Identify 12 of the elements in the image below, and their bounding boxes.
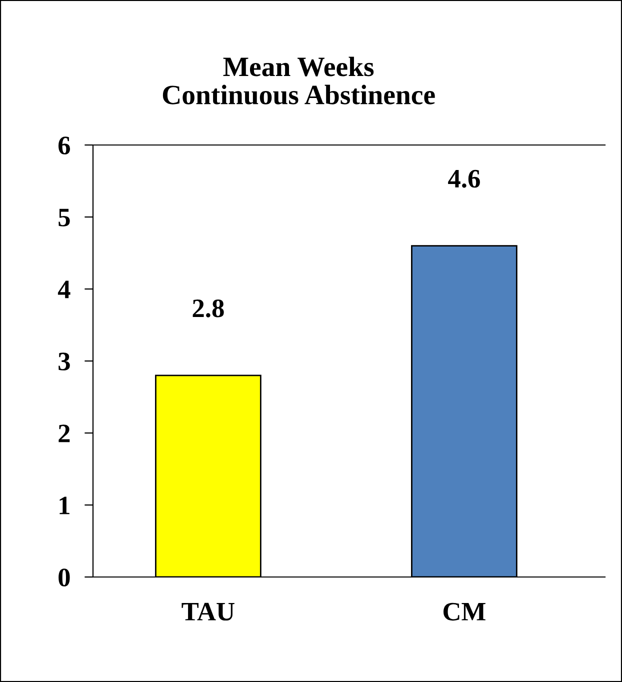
data-label: 4.6	[448, 170, 480, 188]
y-tick-label: 3	[58, 352, 70, 370]
y-tick-label: 5	[58, 208, 70, 226]
data-label: 2.8	[192, 299, 224, 318]
x-tick-label: CM	[444, 602, 486, 621]
y-tick-label: 0	[58, 568, 70, 586]
chart-title: Mean Weeks Continuous Abstinence	[162, 56, 435, 104]
x-tick-label: TAU	[182, 602, 234, 621]
y-tick-label: 6	[58, 136, 70, 154]
y-tick-label: 2	[58, 424, 70, 442]
y-tick-label: 4	[58, 280, 70, 298]
y-tick-label: 1	[60, 496, 70, 514]
